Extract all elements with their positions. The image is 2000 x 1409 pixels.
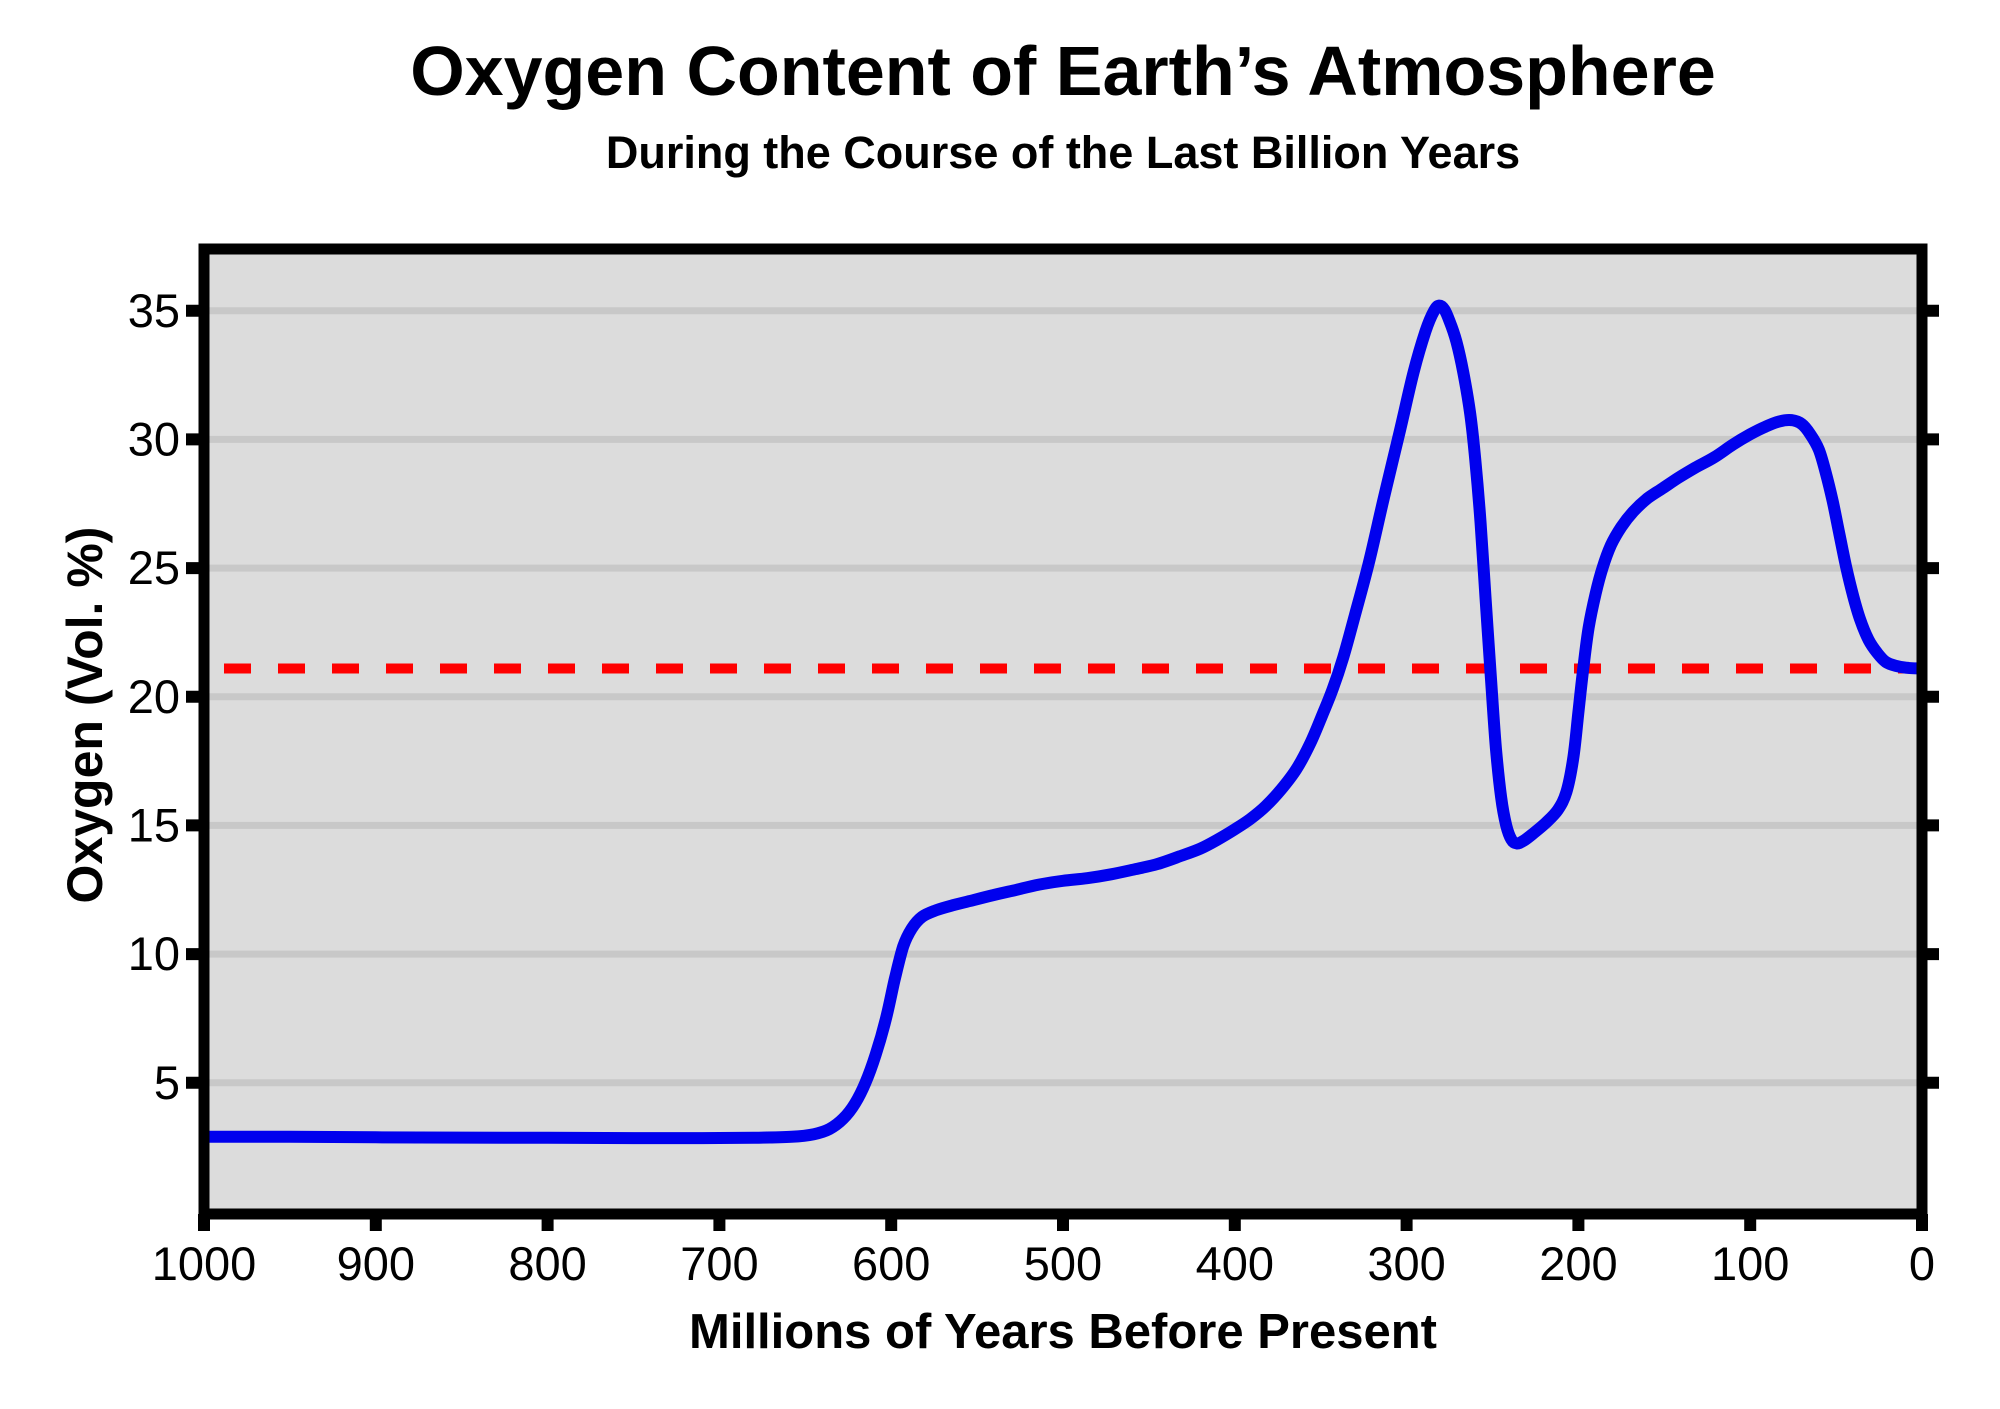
chart-subtitle: During the Course of the Last Billion Ye… [605,127,1521,178]
axis-ticks [186,304,1939,1231]
x-tick-labels: 1000 900 800 700 600 500 400 300 200 100 0 [152,1237,1935,1290]
y-tick-label: 35 [128,284,180,337]
x-tick-label: 300 [1367,1237,1445,1290]
gridlines [204,307,1922,1087]
x-tick-label: 400 [1196,1237,1274,1290]
y-axis-label: Oxygen (Vol. %) [57,526,113,904]
x-tick-label: 500 [1024,1237,1102,1290]
y-tick-label: 5 [154,1056,180,1109]
x-tick-label: 600 [852,1237,930,1290]
x-tick-label: 800 [508,1237,586,1290]
y-tick-label: 10 [128,927,180,980]
y-tick-label: 20 [128,670,180,723]
x-axis-label: Millions of Years Before Present [689,1305,1437,1359]
x-tick-label: 1000 [152,1237,257,1290]
y-tick-label: 15 [128,798,180,851]
y-tick-label: 30 [128,412,180,465]
x-tick-label: 200 [1539,1237,1617,1290]
y-tick-label: 25 [128,541,180,594]
chart-title: Oxygen Content of Earth’s Atmosphere [410,32,1716,110]
x-tick-label: 900 [337,1237,415,1290]
plot-background [204,249,1922,1214]
x-tick-label: 0 [1909,1237,1935,1290]
y-tick-labels: 5 10 15 20 25 30 35 [128,284,180,1109]
x-tick-label: 700 [680,1237,758,1290]
x-tick-label: 100 [1711,1237,1789,1290]
oxygen-curve [209,299,1917,1145]
